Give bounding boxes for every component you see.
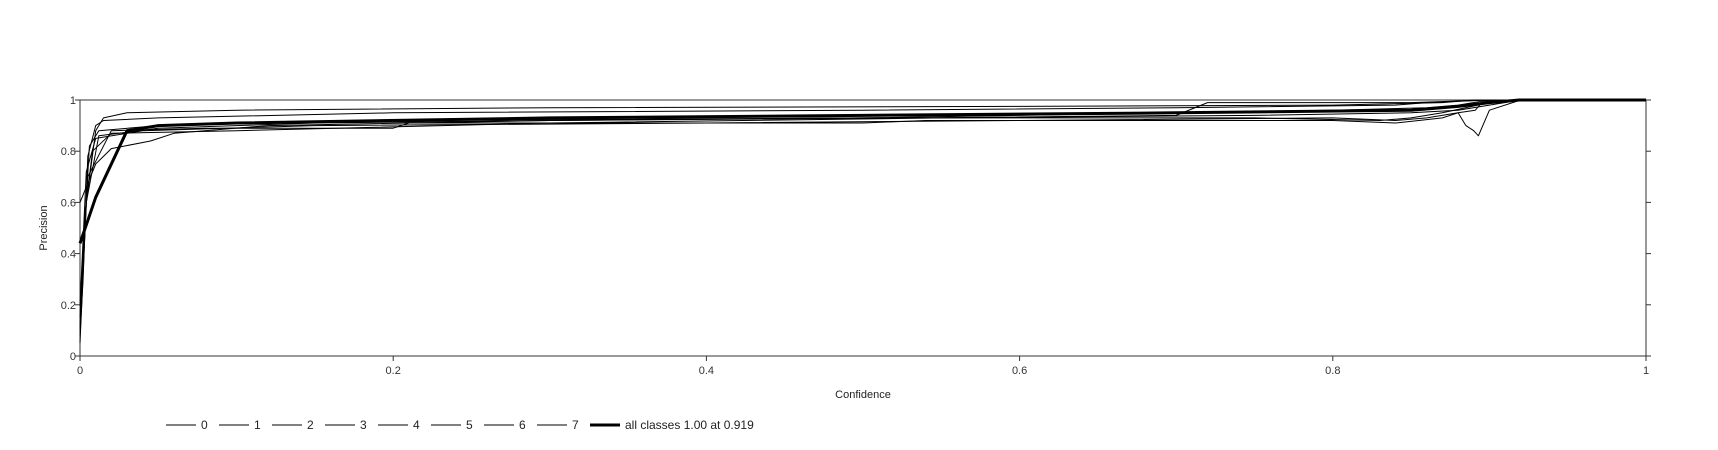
series-line-5 <box>79 99 1646 326</box>
series-line-2 <box>79 99 1646 305</box>
x-tick-label: 0 <box>77 365 83 377</box>
legend: 0 1 2 3 4 5 6 7 all classes 1.00 at 0.919 <box>166 418 754 432</box>
x-tick-label: 1 <box>1643 365 1649 377</box>
y-axis-label: Precision <box>38 205 50 250</box>
legend-label: 6 <box>519 418 526 432</box>
plot-frame <box>79 99 1647 357</box>
series-line-1 <box>79 99 1646 318</box>
y-tick-label: 0.6 <box>61 197 76 209</box>
series-lines <box>78 98 1646 344</box>
legend-label: 2 <box>307 418 314 432</box>
series-line-3 <box>79 99 1646 344</box>
y-tick-label: 0.2 <box>61 300 76 312</box>
x-tick-label: 0.6 <box>1012 365 1027 377</box>
series-line-4 <box>79 99 1646 331</box>
legend-label: all classes 1.00 at 0.919 <box>625 418 754 432</box>
series-line-all-classes <box>78 98 1646 244</box>
series-line-0 <box>79 99 1646 336</box>
y-tick-label: 0.4 <box>61 249 76 261</box>
x-axis-label: Confidence <box>835 389 891 401</box>
legend-label: 5 <box>466 418 473 432</box>
y-tick-label: 0 <box>70 351 76 363</box>
y-tick-label: 1 <box>70 95 76 107</box>
series-line-6 <box>79 99 1646 331</box>
x-axis-ticks: 0 0.2 0.4 0.6 0.8 1 <box>77 356 1649 377</box>
legend-label: 0 <box>201 418 208 432</box>
x-tick-label: 0.8 <box>1325 365 1340 377</box>
x-tick-label: 0.2 <box>386 365 401 377</box>
x-tick-label: 0.4 <box>699 365 714 377</box>
legend-label: 4 <box>413 418 420 432</box>
y-axis-ticks: 0 0.2 0.4 0.6 0.8 1 <box>61 95 1651 363</box>
y-tick-label: 0.8 <box>61 146 76 158</box>
legend-label: 7 <box>572 418 579 432</box>
legend-label: 1 <box>254 418 261 432</box>
legend-label: 3 <box>360 418 367 432</box>
